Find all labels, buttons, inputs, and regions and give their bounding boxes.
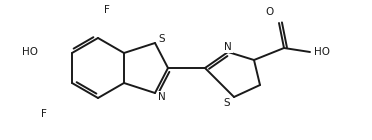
Text: S: S	[159, 34, 165, 44]
Text: HO: HO	[314, 47, 330, 57]
Text: O: O	[266, 7, 274, 17]
Text: F: F	[41, 109, 47, 119]
Text: HO: HO	[22, 47, 38, 57]
Text: N: N	[158, 92, 166, 102]
Text: S: S	[224, 98, 230, 108]
Text: F: F	[104, 5, 110, 15]
Text: N: N	[224, 42, 232, 52]
